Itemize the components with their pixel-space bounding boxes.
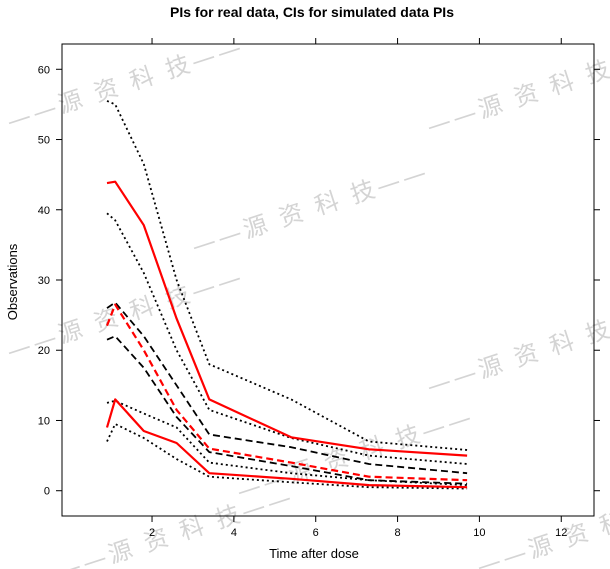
x-tick-label: 10 [473,527,485,539]
y-axis-label: Observations [5,243,20,320]
y-tick-label: 30 [38,275,50,287]
series-line-sim-upper-ci-high [106,100,468,451]
y-tick-label: 60 [38,64,50,76]
series-line-real-lower-pi [105,398,468,489]
series-layer [105,100,468,490]
series-line-sim-median-ci-low [106,335,468,485]
y-tick-label: 0 [44,486,50,498]
chart-title: PIs for real data, CIs for simulated dat… [170,4,454,20]
series-line-real-median [105,303,468,482]
x-tick-label: 4 [231,527,237,539]
y-tick-label: 40 [38,205,50,217]
series-line-sim-lower-ci-high [106,399,468,486]
x-tick-label: 2 [149,527,155,539]
series-line-sim-median-ci-high [106,301,468,475]
x-tick-label: 12 [555,527,567,539]
series-line-sim-upper-ci-low [106,212,468,465]
x-tick-label: 8 [395,527,401,539]
x-tick-label: 6 [313,527,319,539]
x-axis-label: Time after dose [269,546,359,561]
axis-ticks: 2 4 6 8 10 12 0 10 20 30 40 50 60 [38,38,600,539]
series-line-real-upper-pi [106,180,468,457]
y-tick-label: 10 [38,415,50,427]
y-tick-label: 20 [38,345,50,357]
y-tick-label: 50 [38,135,50,147]
